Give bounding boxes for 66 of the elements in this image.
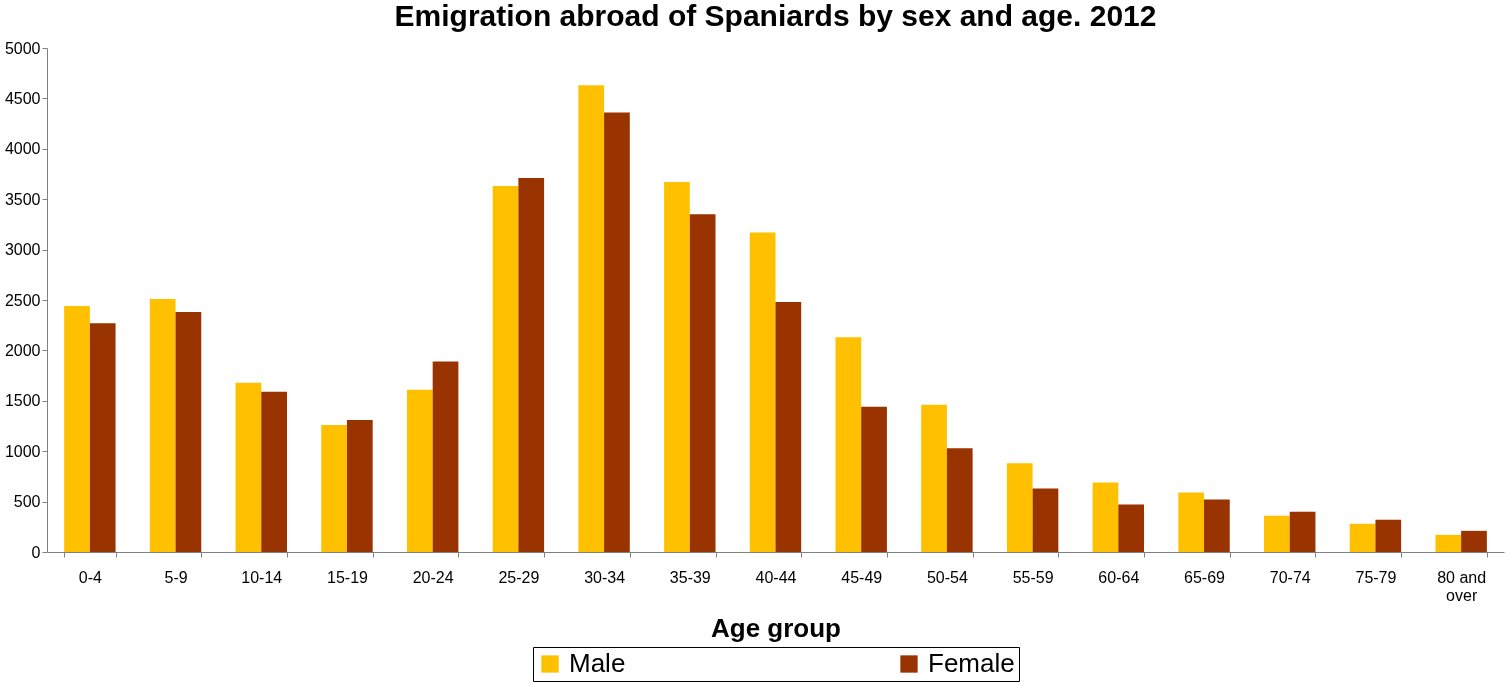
legend-label: Male bbox=[569, 648, 626, 678]
x-tick-label: 80 and over bbox=[1437, 568, 1487, 604]
bar bbox=[1032, 488, 1059, 552]
bar bbox=[235, 382, 262, 552]
bar bbox=[775, 302, 802, 552]
bar bbox=[1118, 504, 1145, 552]
bar bbox=[1264, 515, 1290, 552]
bar bbox=[321, 424, 347, 552]
bar bbox=[406, 389, 433, 552]
bar bbox=[921, 404, 947, 552]
bar bbox=[89, 323, 116, 552]
bar bbox=[835, 337, 862, 552]
chart-title: Emigration abroad of Spaniards by sex and age. 2012 bbox=[394, 0, 1157, 32]
y-tick-label: 1000 bbox=[4, 442, 41, 460]
x-tick-label: 60-64 bbox=[1098, 568, 1140, 586]
bar bbox=[261, 391, 287, 552]
bar bbox=[689, 214, 716, 552]
x-tick-label: 45-49 bbox=[841, 568, 883, 586]
y-tick-label: 500 bbox=[13, 493, 41, 511]
bar bbox=[1092, 482, 1119, 552]
x-tick-label: 70-74 bbox=[1269, 568, 1311, 586]
bar bbox=[1375, 519, 1402, 552]
x-tick-label: 0-4 bbox=[78, 568, 103, 586]
bar bbox=[1006, 463, 1033, 552]
y-tick-label: 2000 bbox=[4, 341, 41, 359]
bar bbox=[578, 85, 605, 552]
x-tick-label: 30-34 bbox=[584, 568, 626, 586]
bar bbox=[1204, 499, 1230, 552]
bar bbox=[492, 186, 519, 552]
legend-label: Female bbox=[928, 648, 1015, 678]
y-tick-label: 4000 bbox=[4, 140, 41, 158]
x-tick-label: 50-54 bbox=[926, 568, 968, 586]
bar bbox=[64, 306, 90, 552]
y-tick-label: 4500 bbox=[4, 89, 41, 107]
x-tick-label: 15-19 bbox=[327, 568, 369, 586]
bar bbox=[1349, 523, 1376, 552]
bar bbox=[1461, 530, 1487, 552]
y-tick-label: 0 bbox=[31, 543, 41, 561]
x-tick-label: 65-69 bbox=[1184, 568, 1226, 586]
y-tick-label: 5000 bbox=[4, 39, 41, 57]
bar bbox=[1178, 492, 1205, 552]
x-tick-label: 75-79 bbox=[1355, 568, 1397, 586]
bar bbox=[346, 419, 373, 552]
bar bbox=[749, 232, 776, 552]
y-tick-label: 3000 bbox=[4, 241, 41, 259]
bar bbox=[149, 298, 176, 552]
x-tick-label: 20-24 bbox=[412, 568, 454, 586]
bar bbox=[518, 178, 545, 552]
bar bbox=[432, 361, 459, 552]
y-tick-label: 2500 bbox=[4, 291, 41, 309]
x-tick-label: 40-44 bbox=[755, 568, 797, 586]
y-tick-label: 1500 bbox=[4, 392, 41, 410]
x-tick-label: 5-9 bbox=[164, 568, 188, 586]
bar bbox=[604, 112, 630, 552]
x-tick-label: 55-59 bbox=[1012, 568, 1054, 586]
x-axis-title: Age group bbox=[711, 612, 841, 643]
bar bbox=[175, 312, 202, 552]
bar bbox=[664, 182, 690, 552]
x-tick-label: 10-14 bbox=[241, 568, 283, 586]
bar bbox=[1435, 534, 1462, 552]
bar bbox=[946, 448, 973, 552]
x-tick-label: 25-29 bbox=[498, 568, 540, 586]
x-tick-label: 35-39 bbox=[669, 568, 711, 586]
bar bbox=[861, 406, 887, 552]
y-tick-label: 3500 bbox=[4, 190, 41, 208]
bar bbox=[1289, 511, 1316, 552]
